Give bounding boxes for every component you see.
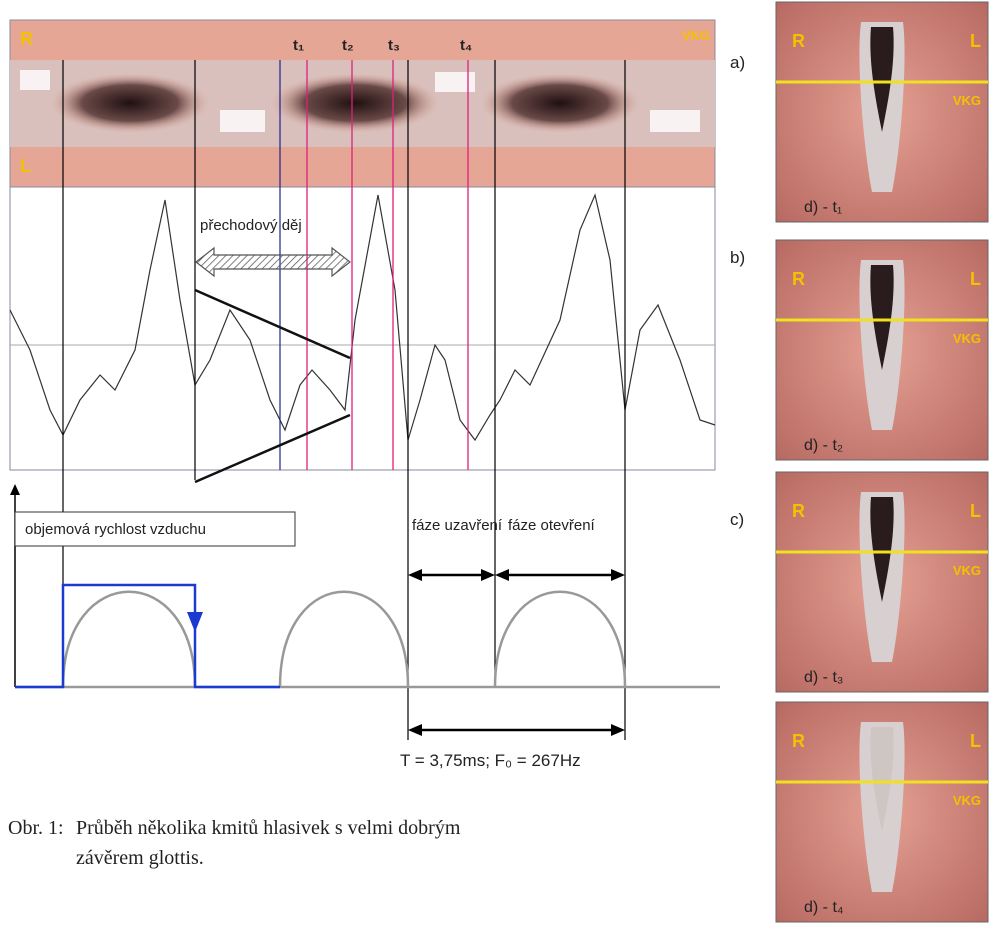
axis-arrow [10,484,20,495]
frame-vkg: VKG [953,93,981,108]
frame-l: L [970,269,981,289]
frame-l: L [970,501,981,521]
frame: R L VKG d) - t₂ [776,240,988,460]
time-label: t₂ [342,37,354,54]
frame-vkg: VKG [953,331,981,346]
panel-label: a) [730,53,745,72]
figure: R L VKG t₁ t₂ t₃ t₄ a) b) c) přechodový … [0,0,991,923]
transition-label: přechodový děj [200,217,302,234]
frame: R L VKG d) - t₃ [776,472,988,692]
caption-label: Obr. 1: [8,817,64,839]
frame-r: R [792,501,805,521]
panel-label: b) [730,248,745,267]
strip-l: L [20,156,31,176]
closing-label: fáze uzavření [412,517,503,534]
vkg-strip: R L VKG [10,20,715,187]
drop-arrow [187,612,203,632]
frames: R L VKG d) - t₁ R L VKG d) - t₂ R L VKG d) - t₃ R L VK… [776,2,988,922]
airflow-step [15,585,280,687]
frame: R L VKG d) - t₄ [776,702,988,922]
arrow-heads [408,569,625,736]
frame-label: d) - t₄ [804,899,843,916]
frame-vkg: VKG [953,793,981,808]
caption-text: závěrem glottis. [76,847,204,869]
time-label: t₄ [460,37,472,54]
frame: R L VKG d) - t₁ [776,2,988,222]
frame-label: d) - t₂ [804,437,843,454]
frame-label: d) - t₃ [804,669,843,686]
frame-l: L [970,31,981,51]
frame-r: R [792,269,805,289]
airflow-label: objemová rychlost vzduchu [25,521,206,538]
frame-vkg: VKG [953,563,981,578]
frame-r: R [792,31,805,51]
frame-r: R [792,731,805,751]
panel-label: c) [730,510,744,529]
time-label: t₁ [293,37,304,54]
flow-pulses [63,592,625,687]
phase-arrows [414,575,619,730]
period-label: T = 3,75ms; F₀ = 267Hz [400,751,581,770]
strip-vkg: VKG [682,28,710,43]
frame-l: L [970,731,981,751]
caption-text: Průběh několika kmitů hlasivek s velmi d… [76,817,461,839]
strip-r: R [20,29,33,49]
opening-label: fáze otevření [508,517,596,534]
waveform-panel [10,187,715,470]
time-label: t₃ [388,37,400,54]
frame-label: d) - t₁ [804,199,842,216]
